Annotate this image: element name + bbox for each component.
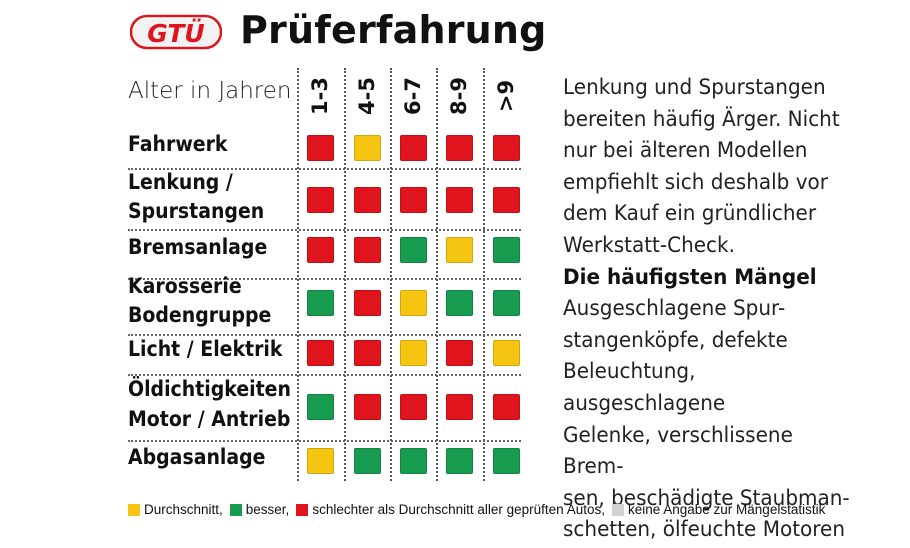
rating-square-green	[307, 394, 334, 420]
rating-square-yellow	[400, 290, 427, 316]
rating-square-red	[400, 187, 427, 213]
row-label: Motor / Antrieb	[128, 407, 291, 431]
rating-square-red	[493, 394, 520, 420]
column-header-label: >9	[494, 79, 518, 113]
intro-line: dem Kauf ein gründlicher	[563, 201, 817, 227]
row-divider	[128, 374, 521, 376]
gtu-logo: GTÜ	[130, 14, 222, 50]
defects-line: sen, beschädigte Staubman-	[563, 485, 850, 511]
intro-line: nur bei älteren Modellen	[563, 138, 808, 164]
legend-swatch-yellow	[128, 503, 140, 516]
rating-square-red	[307, 187, 334, 213]
column-header-label: 1-3	[307, 77, 332, 115]
row-label: Bodengruppe	[128, 303, 272, 327]
column-header-label: 4-5	[354, 77, 379, 115]
intro-paragraph: Lenkung und Spurstangen bereiten häufig Ä…	[563, 72, 851, 262]
column-header: >9	[483, 66, 529, 126]
column-header: 8-9	[436, 66, 482, 126]
column-divider	[390, 68, 392, 481]
row-label: Fahrwerk	[128, 132, 228, 156]
defects-line: Ausgeschlagene Spur-	[563, 296, 786, 322]
rating-square-red	[354, 290, 381, 316]
row-label: Karosserie	[128, 274, 242, 298]
rating-square-red	[493, 187, 520, 213]
legend-item: schlechter als Durchschnitt aller geprüf…	[296, 502, 605, 517]
defects-heading: Die häufigsten Mängel	[563, 264, 817, 290]
column-header-label: 6-7	[400, 77, 425, 115]
defects-line: stangenköpfe, defekte	[563, 327, 788, 353]
legend-item: besser,	[229, 502, 290, 517]
logo-text: GTÜ	[147, 18, 204, 48]
rating-square-red	[400, 394, 427, 420]
legend-label: besser,	[245, 502, 290, 517]
rating-square-red	[354, 340, 381, 366]
intro-line: Werkstatt-Check.	[563, 232, 735, 258]
row-divider	[128, 440, 521, 442]
legend-label: keine Angabe zur Mängelstatistik	[627, 502, 826, 517]
column-divider	[297, 68, 299, 481]
rating-square-red	[446, 394, 473, 420]
legend-swatch-green	[229, 503, 242, 516]
age-axis-label: Alter in Jahren	[128, 78, 292, 104]
rating-square-green	[400, 237, 427, 263]
rating-square-green	[400, 448, 427, 474]
defects-line: Gelenke, verschlissene Brem-	[563, 422, 793, 480]
rating-square-red	[493, 135, 520, 161]
legend-swatch-grey	[611, 503, 624, 516]
defects-line: schetten, ölfeuchte Motoren	[563, 517, 846, 543]
rating-square-red	[446, 135, 473, 161]
column-header: 1-3	[297, 66, 343, 126]
defects-line: Beleuchtung, ausgeschlagene	[563, 359, 726, 416]
row-label: Öldichtigkeiten	[128, 377, 291, 401]
rating-square-green	[493, 290, 520, 316]
row-label: Bremsanlage	[128, 235, 268, 259]
rating-square-yellow	[493, 340, 520, 366]
column-divider	[344, 68, 346, 481]
rating-square-green	[446, 448, 473, 474]
row-label: Lenkung /	[128, 170, 233, 194]
legend-swatch-red	[296, 503, 309, 516]
row-divider	[128, 229, 521, 231]
row-label: Abgasanlage	[128, 445, 266, 469]
column-divider	[436, 68, 438, 481]
rating-square-green	[493, 448, 520, 474]
legend-label: schlechter als Durchschnitt aller geprüf…	[312, 502, 605, 517]
legend-item: keine Angabe zur Mängelstatistik	[611, 502, 826, 517]
row-divider	[128, 334, 521, 336]
rating-square-red	[307, 135, 334, 161]
rating-square-red	[446, 187, 473, 213]
rating-square-red	[354, 237, 381, 263]
rating-square-yellow	[354, 135, 381, 161]
column-header-label: 8-9	[446, 77, 471, 115]
intro-line: bereiten häufig Ärger. Nicht	[563, 106, 840, 132]
rating-square-red	[354, 187, 381, 213]
row-label: Spurstangen	[128, 199, 265, 223]
row-divider	[128, 168, 521, 170]
info-text: Lenkung und Spurstangen bereiten häufig Ä…	[563, 72, 851, 546]
column-divider	[483, 68, 485, 481]
rating-square-green	[446, 290, 473, 316]
intro-line: Lenkung und Spurstangen	[563, 75, 826, 100]
legend-label: Durchschnitt,	[144, 502, 223, 517]
row-label: Licht / Elektrik	[128, 337, 283, 361]
row-divider	[128, 278, 521, 280]
rating-square-red	[307, 237, 334, 263]
rating-square-yellow	[446, 237, 473, 263]
defects-paragraph: Ausgeschlagene Spur-stangenköpfe, defekt…	[563, 293, 851, 546]
column-header: 6-7	[390, 66, 436, 126]
column-header: 4-5	[344, 66, 390, 126]
legend: Durchschnitt, besser, schlechter als Durch…	[128, 502, 832, 517]
rating-square-red	[400, 135, 427, 161]
rating-square-green	[307, 290, 334, 316]
rating-square-red	[354, 394, 381, 420]
rating-square-green	[354, 448, 381, 474]
rating-square-green	[493, 237, 520, 263]
page-title: Prüferfahrung	[240, 8, 547, 52]
rating-square-red	[307, 340, 334, 366]
rating-square-yellow	[400, 340, 427, 366]
rating-square-red	[446, 340, 473, 366]
legend-item: Durchschnitt,	[128, 502, 223, 517]
intro-line: empfiehlt sich deshalb vor	[563, 169, 829, 195]
rating-square-yellow	[307, 448, 334, 474]
